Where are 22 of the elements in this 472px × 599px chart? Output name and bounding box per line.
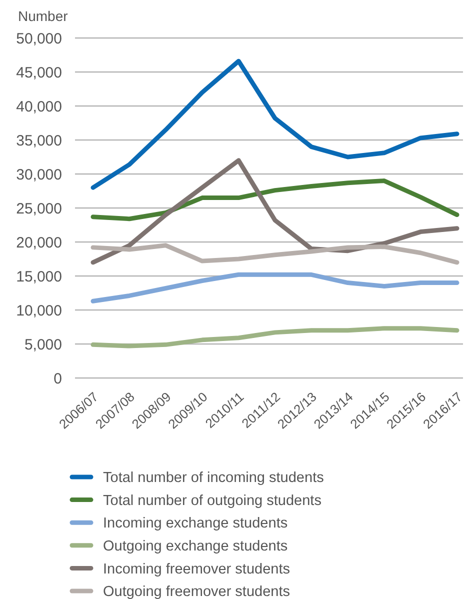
y-axis-title: Number: [18, 8, 68, 24]
legend-label: Total number of incoming students: [103, 470, 324, 486]
y-tick-label: 5,000: [24, 336, 62, 354]
y-tick-label: 0: [54, 370, 62, 388]
legend-label: Outgoing exchange students: [103, 538, 288, 554]
legend-label: Incoming exchange students: [103, 516, 288, 532]
legend-label: Incoming freemover students: [103, 561, 290, 578]
line-series: [90, 272, 460, 304]
y-tick-label: 50,000: [16, 30, 62, 48]
legend-label: Outgoing freemover students: [103, 584, 290, 599]
y-tick-label: 45,000: [16, 64, 62, 82]
y-tick-label: 40,000: [16, 98, 62, 116]
y-tick-label: 35,000: [16, 132, 62, 150]
y-tick-label: 30,000: [16, 166, 62, 184]
y-tick-label: 25,000: [16, 200, 62, 218]
line-series: [90, 178, 460, 222]
y-tick-label: 20,000: [16, 234, 62, 252]
line-series: [90, 58, 460, 190]
y-tick-label: 15,000: [16, 268, 62, 286]
line-series: [90, 326, 460, 348]
y-tick-label: 10,000: [16, 302, 62, 320]
legend-label: Total number of outgoing students: [103, 492, 322, 509]
